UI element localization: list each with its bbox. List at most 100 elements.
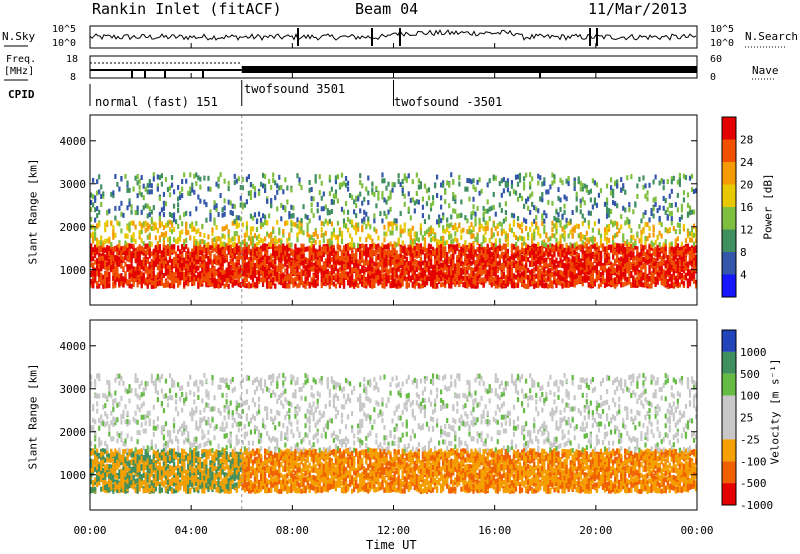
data-cell [241,204,244,210]
data-cell [146,279,149,285]
data-cell [195,276,198,282]
data-cell [429,263,433,269]
data-cell [328,270,331,276]
data-cell [112,232,115,238]
data-cell [114,256,117,262]
data-cell [261,272,265,278]
nsky-tick-top: 10^5 [52,24,77,35]
data-cell [367,216,370,222]
data-cell [104,247,107,253]
data-cell [306,275,309,281]
data-cell [490,262,493,268]
data-cell [298,229,301,235]
data-cell [448,270,451,276]
data-cell [500,230,503,236]
data-cell [330,186,333,192]
data-cell [435,238,439,244]
data-cell [130,268,133,274]
data-cell [371,277,374,283]
data-cell [344,176,348,182]
data-cell [407,244,410,250]
data-cell [207,175,210,181]
data-cell [187,281,190,287]
data-cell [351,274,354,280]
data-cell [474,221,477,227]
data-cell [385,199,388,205]
data-cell [353,260,356,266]
data-cell [217,236,220,242]
data-cell [423,247,427,253]
data-cell [274,236,277,242]
data-cell [239,244,242,250]
data-cell [344,273,348,279]
data-cell [510,283,514,289]
data-cell [122,249,125,255]
data-cell [300,257,303,263]
data-cell [516,277,520,283]
data-cell [138,245,141,251]
data-cell [134,277,137,283]
data-cell [346,274,350,280]
data-cell [179,256,182,262]
data-cell [284,255,287,261]
data-cell [278,257,281,263]
data-cell [387,226,390,232]
data-cell [357,263,360,269]
data-cell [211,230,214,236]
data-cell [243,202,246,208]
data-cell [255,227,259,233]
data-cell [429,256,433,262]
data-cell [288,232,291,238]
data-cell [508,256,512,262]
data-cell [468,279,471,285]
data-cell [98,270,101,276]
data-cell [415,267,418,273]
data-cell [150,276,153,282]
data-cell [425,188,429,194]
data-cell [296,232,299,238]
data-cell [217,244,220,250]
data-cell [130,252,133,258]
data-cell [365,243,368,249]
data-cell [512,276,516,282]
data-cell [365,224,368,230]
data-cell [484,251,487,257]
data-cell [351,222,354,228]
data-cell [306,232,309,238]
data-cell [98,256,101,262]
data-cell [259,217,263,223]
data-cell [138,269,141,275]
data-cell [480,188,483,194]
data-cell [389,283,392,289]
data-cell [312,252,315,258]
data-cell [268,233,271,239]
data-cell [294,276,297,282]
data-cell [235,215,238,221]
data-cell [399,228,402,234]
data-cell [205,269,208,275]
data-cell [199,256,202,262]
data-cell [255,283,259,289]
data-cell [130,273,133,279]
data-cell [446,239,449,245]
data-cell [134,273,137,279]
data-cell [162,232,166,238]
data-cell [413,245,416,251]
data-cell [468,253,471,259]
data-cell [435,269,439,275]
data-cell [110,267,113,273]
data-cell [506,181,510,187]
data-cell [270,279,273,285]
data-cell [205,261,208,267]
data-cell [318,174,321,180]
data-cell [478,269,481,275]
data-cell [164,246,168,252]
data-cell [90,282,93,288]
data-cell [482,238,485,244]
data-cell [373,267,376,273]
data-cell [452,238,455,244]
data-cell [435,276,439,282]
data-cell [193,270,196,276]
cpid-segment-2: twofsound 3501 [244,82,346,96]
data-cell [108,283,111,289]
